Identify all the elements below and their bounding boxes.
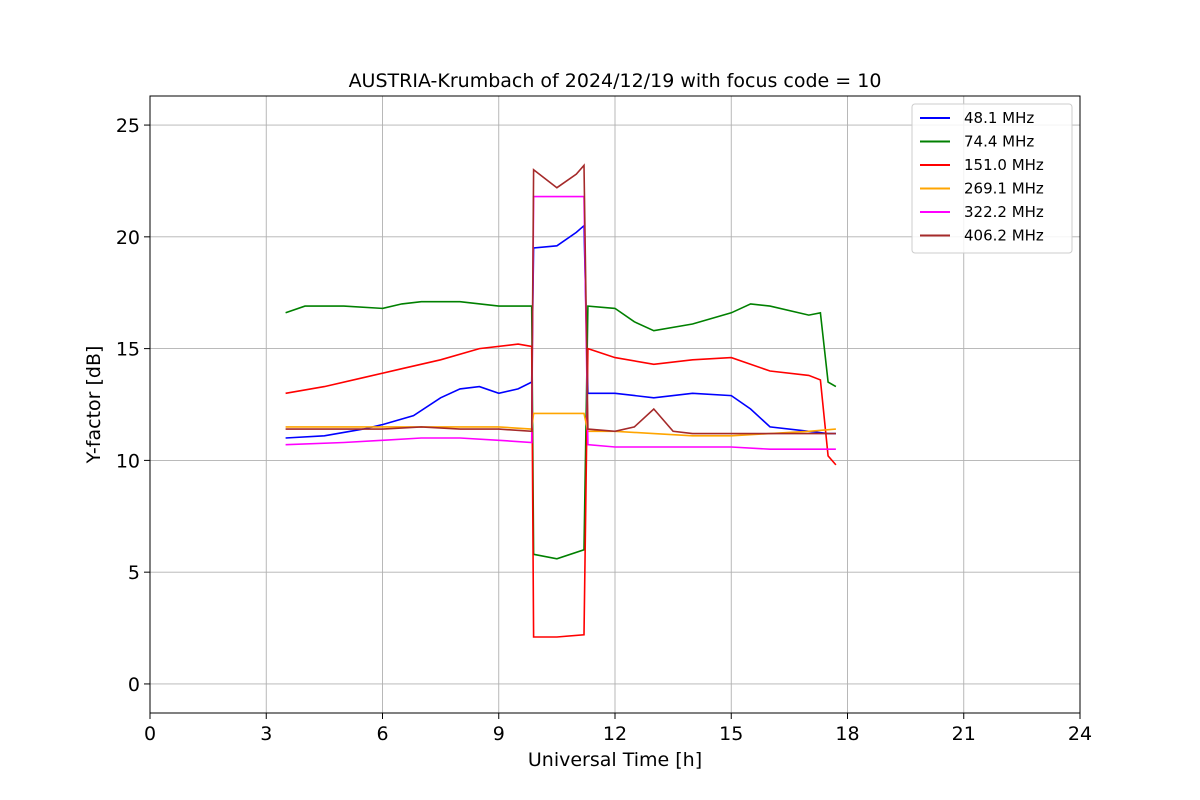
x-tick-label: 21: [952, 723, 976, 745]
x-axis-label: Universal Time [h]: [528, 749, 702, 771]
x-tick-label: 6: [376, 723, 388, 745]
y-tick-label: 10: [116, 450, 140, 472]
x-tick-label: 12: [603, 723, 627, 745]
series-line-3: [285, 343, 837, 638]
legend-label: 151.0 MHz: [964, 156, 1044, 174]
series-line-6: [285, 163, 836, 435]
x-tick-label: 9: [493, 723, 505, 745]
x-tick-label: 15: [719, 723, 743, 745]
legend-label: 269.1 MHz: [964, 180, 1044, 198]
series-line-5: [285, 195, 836, 451]
legend-box: [911, 103, 1073, 254]
y-tick-label: 20: [116, 227, 140, 249]
series-line-2: [285, 300, 837, 560]
x-tick-label: 18: [835, 723, 859, 745]
series-line-1: [285, 223, 836, 439]
x-tick-label: 0: [144, 723, 156, 745]
series-lines: [285, 163, 837, 638]
y-tick-label: 25: [116, 115, 140, 137]
legend-label: 322.2 MHz: [964, 203, 1044, 221]
chart-title: AUSTRIA-Krumbach of 2024/12/19 with focu…: [349, 70, 882, 92]
y-tick-label: 15: [116, 339, 140, 361]
y-tick-label: 5: [128, 562, 140, 584]
x-tick-label: 3: [260, 723, 272, 745]
legend: 48.1 MHz 74.4 MHz 151.0 MHz 269.1 MHz 32…: [911, 103, 1073, 254]
y-tick-label: 0: [128, 674, 140, 696]
y-axis-label: Y-factor [dB]: [83, 346, 105, 465]
axis-ticks: 0 3 6 9 12 15 18 21 24 0 5 10 15 20 25: [116, 115, 1092, 745]
x-tick-label: 24: [1068, 723, 1092, 745]
legend-label: 74.4 MHz: [964, 133, 1034, 151]
legend-label: 406.2 MHz: [964, 227, 1044, 245]
legend-label: 48.1 MHz: [964, 109, 1034, 127]
